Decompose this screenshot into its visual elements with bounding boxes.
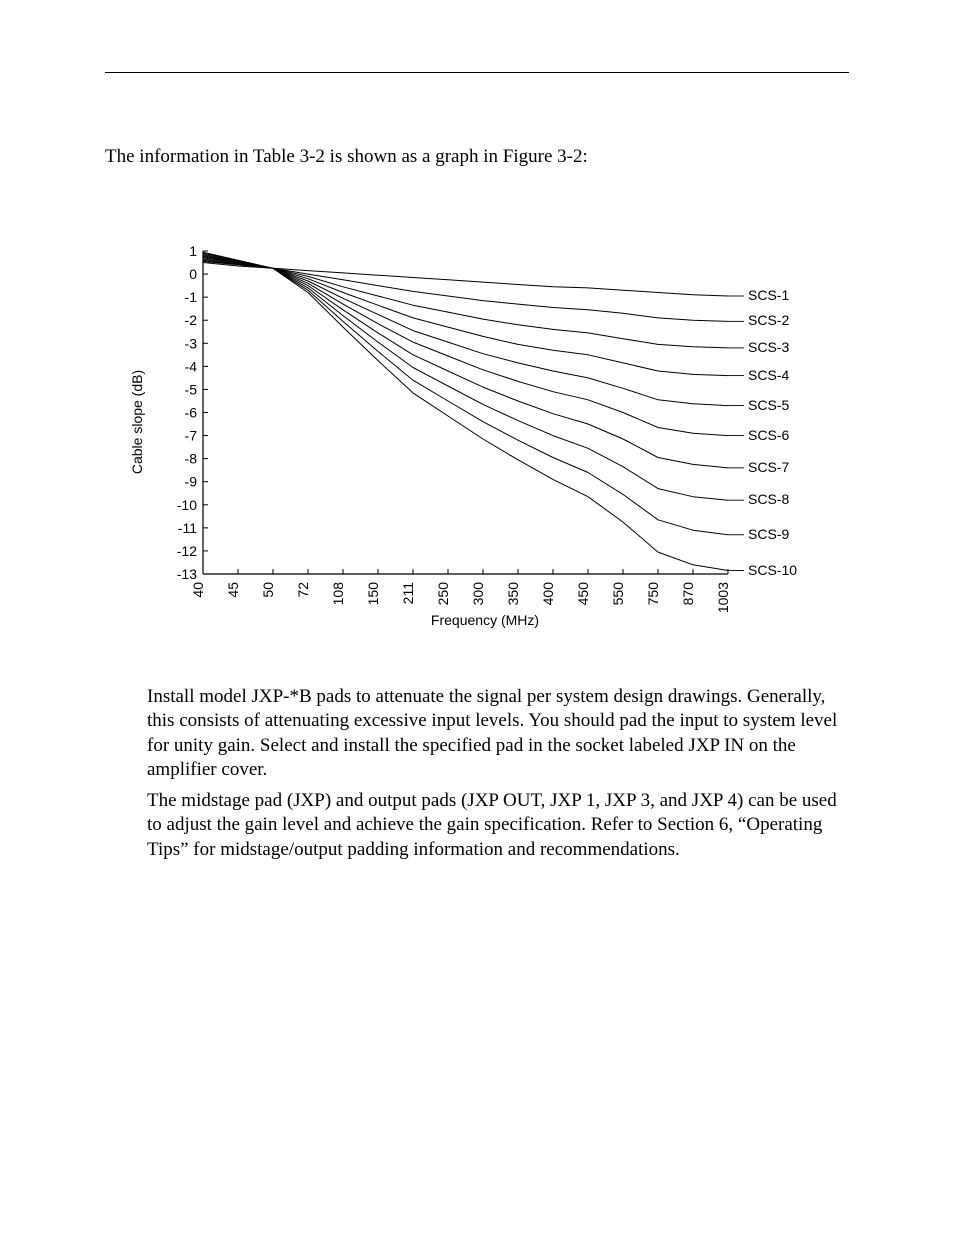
svg-text:400: 400 xyxy=(540,582,556,606)
svg-text:300: 300 xyxy=(470,582,486,606)
svg-text:0: 0 xyxy=(189,266,197,282)
svg-text:250: 250 xyxy=(435,582,451,606)
chart-series-label: SCS-8 xyxy=(748,491,789,507)
document-page: The information in Table 3-2 is shown as… xyxy=(0,0,954,1235)
chart-series-label: SCS-2 xyxy=(748,312,789,328)
chart-series-label: SCS-6 xyxy=(748,427,789,443)
chart-series-label: SCS-4 xyxy=(748,367,789,383)
svg-text:750: 750 xyxy=(645,582,661,606)
svg-text:1: 1 xyxy=(189,243,197,259)
svg-text:-8: -8 xyxy=(185,451,198,467)
chart-series-label: SCS-10 xyxy=(748,562,797,578)
chart-x-axis-label: Frequency (MHz) xyxy=(155,612,815,628)
svg-text:-4: -4 xyxy=(185,358,198,374)
svg-text:-11: -11 xyxy=(178,520,197,536)
svg-text:150: 150 xyxy=(365,582,381,606)
svg-text:350: 350 xyxy=(505,582,521,606)
chart-svg: 1 0 -1 -2 -3 -4 -5 -6 -7 -8 -9 -10 -11 -12 -1340 45 50 72… xyxy=(155,218,815,626)
svg-text:1003: 1003 xyxy=(715,582,731,613)
svg-text:-9: -9 xyxy=(185,474,198,490)
svg-text:-1: -1 xyxy=(185,289,198,305)
svg-text:-5: -5 xyxy=(185,381,198,397)
svg-text:108: 108 xyxy=(330,582,346,606)
svg-text:450: 450 xyxy=(575,582,591,606)
chart-series-label: SCS-3 xyxy=(748,339,789,355)
header-rule xyxy=(105,72,849,73)
svg-text:-7: -7 xyxy=(185,428,198,444)
svg-text:-12: -12 xyxy=(177,543,197,559)
svg-text:211: 211 xyxy=(400,582,416,605)
body-paragraph-2: The midstage pad (JXP) and output pads (… xyxy=(147,789,849,862)
svg-text:550: 550 xyxy=(610,582,626,606)
svg-text:870: 870 xyxy=(680,582,696,606)
intro-paragraph: The information in Table 3-2 is shown as… xyxy=(105,145,849,169)
svg-text:-13: -13 xyxy=(177,566,197,582)
svg-text:45: 45 xyxy=(225,582,241,598)
svg-text:50: 50 xyxy=(260,582,276,598)
chart-series-label: SCS-1 xyxy=(748,287,789,303)
svg-text:40: 40 xyxy=(190,582,206,598)
cable-slope-chart: 1 0 -1 -2 -3 -4 -5 -6 -7 -8 -9 -10 -11 -12 -1340 45 50 72… xyxy=(155,218,815,626)
svg-text:72: 72 xyxy=(295,582,311,598)
chart-y-axis-label: Cable slope (dB) xyxy=(129,370,145,474)
chart-series-label: SCS-9 xyxy=(748,526,789,542)
svg-text:-3: -3 xyxy=(185,335,198,351)
chart-series-label: SCS-5 xyxy=(748,397,789,413)
body-paragraph-1: Install model JXP-*B pads to attenuate t… xyxy=(147,685,849,782)
svg-text:-10: -10 xyxy=(177,497,197,513)
svg-text:-6: -6 xyxy=(185,405,198,421)
svg-text:-2: -2 xyxy=(185,312,198,328)
chart-series-label: SCS-7 xyxy=(748,459,789,475)
